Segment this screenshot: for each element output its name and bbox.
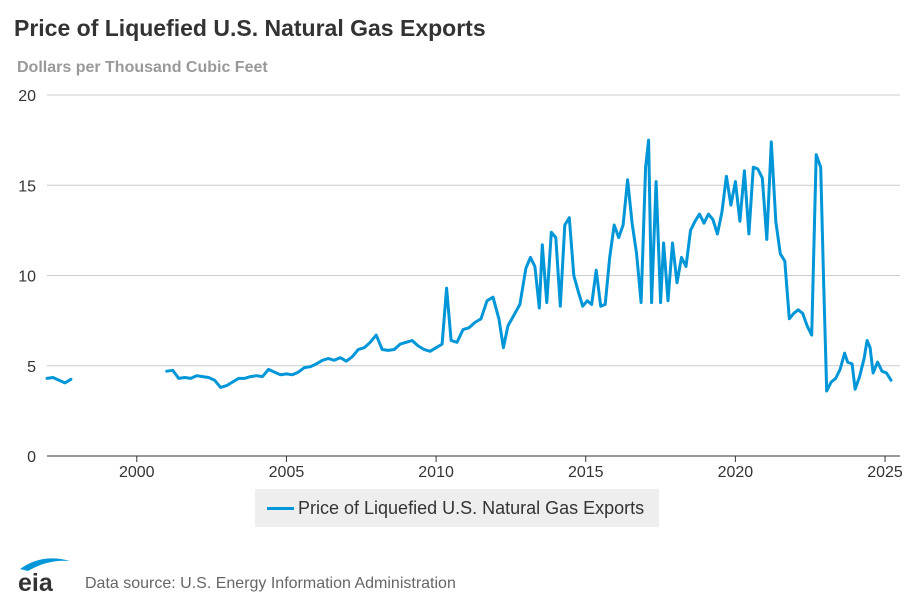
y-tick-label: 10 xyxy=(18,269,36,286)
x-tick-label: 2005 xyxy=(269,464,305,481)
x-tick-labels: 2000 2005 2010 2015 2020 2025 xyxy=(119,456,903,481)
x-tick-label: 2015 xyxy=(568,464,604,481)
legend[interactable]: Price of Liquefied U.S. Natural Gas Expo… xyxy=(255,489,659,527)
chart-subtitle: Dollars per Thousand Cubic Feet xyxy=(17,59,268,76)
legend-label: Price of Liquefied U.S. Natural Gas Expo… xyxy=(298,498,645,518)
eia-logo-icon: eia xyxy=(18,558,70,597)
x-tick-label: 2025 xyxy=(867,464,903,481)
x-tick-label: 2020 xyxy=(718,464,754,481)
y-tick-labels: 0 5 10 15 20 xyxy=(18,88,36,466)
gridlines xyxy=(47,94,900,457)
data-source: Data source: U.S. Energy Information Adm… xyxy=(85,575,456,592)
series-line-segment-0 xyxy=(45,376,73,385)
series-lines xyxy=(45,138,893,393)
legend-swatch xyxy=(267,507,294,510)
y-tick-label: 20 xyxy=(18,88,36,105)
series-line-segment-1 xyxy=(165,138,893,393)
y-tick-label: 0 xyxy=(27,449,36,466)
y-tick-label: 15 xyxy=(18,178,36,195)
chart-title: Price of Liquefied U.S. Natural Gas Expo… xyxy=(14,15,486,41)
svg-text:eia: eia xyxy=(18,569,54,597)
x-tick-label: 2010 xyxy=(418,464,454,481)
y-tick-label: 5 xyxy=(27,359,36,376)
chart-area: 0 5 10 15 20 2000 2005 2010 2015 2020 2025 xyxy=(18,88,903,481)
x-tick-label: 2000 xyxy=(119,464,155,481)
